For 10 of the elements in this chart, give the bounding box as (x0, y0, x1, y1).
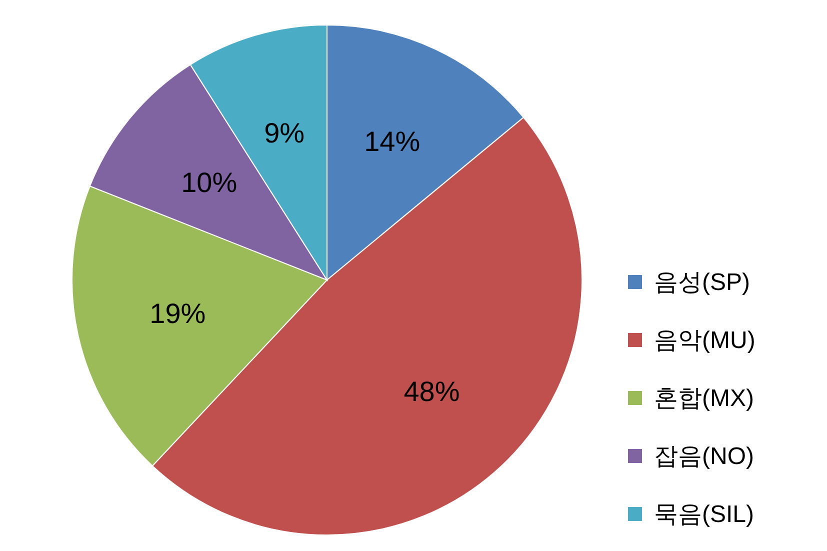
data-label: 10% (181, 166, 238, 198)
legend-label: 잡음(NO) (654, 442, 754, 472)
legend-label: 음악(MU) (654, 326, 756, 356)
data-label: 48% (404, 376, 460, 408)
data-label: 19% (150, 298, 206, 329)
legend-label: 혼합(MX) (654, 384, 754, 414)
data-label: 14% (364, 126, 420, 158)
legend-label: 음성(SP) (654, 268, 750, 298)
legend-label: 묵음(SIL) (654, 500, 754, 530)
data-label: 9% (264, 118, 305, 149)
